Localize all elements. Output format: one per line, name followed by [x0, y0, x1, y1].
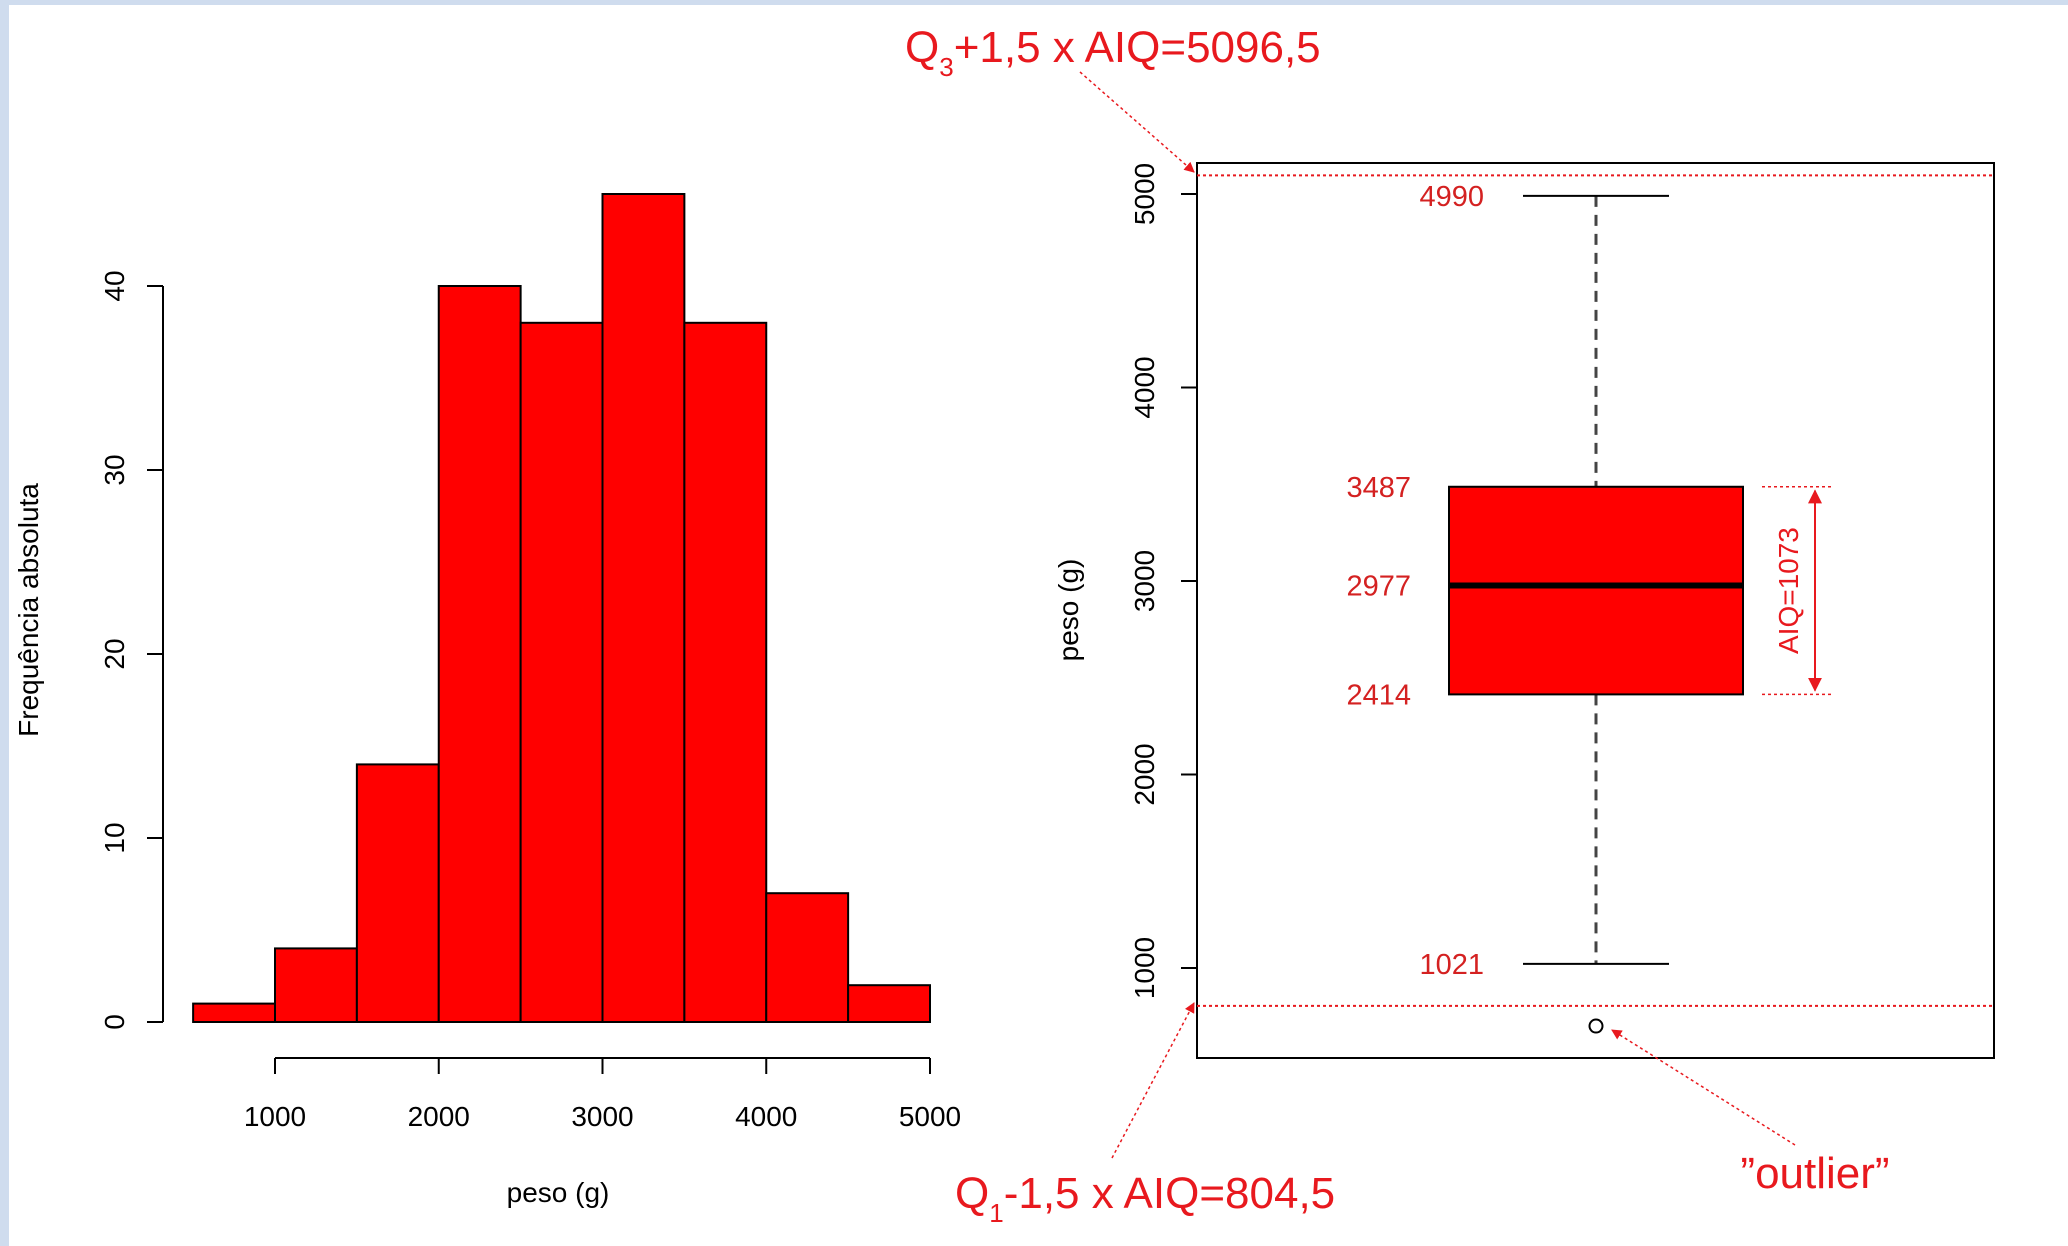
histogram-y-tick-label: 30	[99, 454, 130, 485]
stat-label-q1: 2414	[1346, 679, 1411, 711]
histogram-bar-2	[274, 947, 358, 1024]
histogram-bar-9	[847, 984, 931, 1024]
upper-fence-label: Q3+1,5 x AIQ=5096,5	[905, 23, 1321, 82]
boxplot-y-tick-label: 2000	[1129, 743, 1160, 805]
outlier-pointer	[1611, 1029, 1796, 1146]
boxplot-y-axis: 1000 2000 3000 4000 5000	[1129, 163, 1198, 999]
histogram-y-axis: 0 10 20 30 40	[99, 270, 164, 1030]
histogram-x-tick-label: 2000	[408, 1101, 470, 1132]
slide-frame-top	[0, 0, 2068, 5]
upper-fence-label-sub: 3	[939, 52, 953, 82]
upper-fence-label-rest: +1,5 x AIQ=5096,5	[954, 23, 1321, 72]
histogram-x-axis: 1000 2000 3000 4000 5000	[244, 1057, 961, 1132]
upper-fence-pointer	[1079, 71, 1195, 173]
histogram-bar-6	[601, 193, 686, 1023]
stat-label-upper-whisker: 4990	[1419, 181, 1484, 213]
outlier-label: ”outlier”	[1740, 1149, 1889, 1198]
lower-fence-label-rest: -1,5 x AIQ=804,5	[1004, 1169, 1335, 1218]
boxplot-marks	[1197, 174, 1994, 1034]
lower-fence-label-sub: 1	[989, 1198, 1003, 1228]
histogram-y-tick-label: 20	[99, 638, 130, 669]
histogram-bar-7	[683, 321, 768, 1023]
histogram-bars	[192, 193, 931, 1024]
histogram-x-tick-label: 4000	[735, 1101, 797, 1132]
iqr-label: AIQ=1073	[1773, 527, 1804, 654]
histogram-bar-3	[355, 763, 440, 1024]
boxplot-y-tick-label: 3000	[1129, 550, 1160, 612]
histogram-y-tick-label: 10	[99, 822, 130, 853]
iqr-box	[1448, 485, 1744, 696]
boxplot: 1000 2000 3000 4000 5000 peso (g) 4990 3487 29…	[905, 23, 1995, 1228]
boxplot-y-tick-label: 1000	[1129, 937, 1160, 999]
upper-fence-label-q: Q	[905, 23, 939, 72]
stat-label-median: 2977	[1346, 570, 1411, 602]
lower-fence-label: Q1-1,5 x AIQ=804,5	[955, 1169, 1335, 1228]
histogram-y-tick-label: 0	[99, 1014, 130, 1030]
lower-fence-pointer	[1111, 1002, 1195, 1159]
histogram-y-axis-title: Frequência absoluta	[13, 483, 44, 737]
lower-fence-label-q: Q	[955, 1169, 989, 1218]
slide-frame-left	[0, 0, 9, 1246]
boxplot-y-tick-label: 5000	[1129, 163, 1160, 225]
boxplot-stat-labels: 4990 3487 2977 2414 1021	[1346, 181, 1484, 981]
histogram-bar-4	[437, 285, 522, 1023]
boxplot-y-axis-title: peso (g)	[1053, 559, 1084, 662]
stat-label-lower-whisker: 1021	[1419, 949, 1484, 981]
histogram-x-axis-title: peso (g)	[507, 1177, 610, 1208]
boxplot-y-tick-label: 4000	[1129, 356, 1160, 418]
histogram-bar-8	[765, 892, 850, 1024]
histogram-x-tick-label: 1000	[244, 1101, 306, 1132]
outlier-point	[1588, 1018, 1604, 1034]
histogram-y-tick-label: 40	[99, 270, 130, 301]
histogram-x-tick-label: 3000	[571, 1101, 633, 1132]
stat-label-q3: 3487	[1346, 472, 1411, 504]
histogram-x-tick-label: 5000	[899, 1101, 961, 1132]
histogram-bar-5	[519, 321, 604, 1023]
histogram-bar-1	[192, 1002, 276, 1023]
